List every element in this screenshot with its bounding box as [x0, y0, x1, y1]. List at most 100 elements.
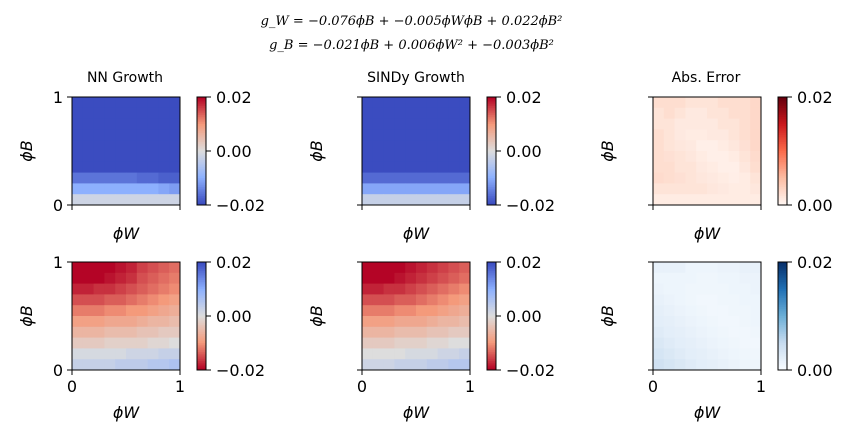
heatmap-cell: [93, 337, 105, 349]
heatmap-cell: [728, 348, 740, 360]
heatmap-cell: [104, 326, 116, 338]
heatmap-cell: [674, 283, 686, 295]
heatmap-cell: [685, 183, 697, 195]
heatmap-cell: [362, 118, 374, 130]
colorbar-tick-label: −0.02: [216, 196, 265, 215]
heatmap-cell: [136, 194, 148, 206]
colorbar-segment: [487, 188, 496, 192]
colorbar-segment: [778, 316, 787, 319]
colorbar-segment: [197, 357, 206, 360]
colorbar-segment: [197, 136, 206, 139]
heatmap-cell: [72, 129, 84, 141]
heatmap-cell: [115, 337, 127, 349]
colorbar-segment: [778, 197, 787, 201]
heatmap-cell: [426, 348, 438, 360]
heatmap-cell: [750, 161, 762, 173]
heatmap-cell: [126, 337, 138, 349]
heatmap-cell: [448, 294, 460, 306]
heatmap-cell: [405, 305, 417, 317]
heatmap-cell: [459, 172, 471, 184]
heatmap-cell: [93, 172, 105, 184]
heatmap-cell: [115, 118, 127, 130]
colorbar-segment: [487, 337, 496, 340]
heatmap-cell: [104, 305, 116, 317]
heatmap-cell: [459, 348, 471, 360]
colorbar-segment: [487, 203, 496, 206]
colorbar-segment: [487, 280, 496, 283]
colorbar-segment: [197, 287, 206, 290]
colorbar-segment: [487, 350, 496, 353]
heatmap-cell: [437, 118, 449, 130]
heatmap-cell: [169, 161, 181, 173]
heatmap-cell: [104, 283, 116, 295]
heatmap-cell: [147, 272, 159, 284]
colorbar-segment: [778, 136, 787, 139]
heatmap-cell: [147, 107, 159, 119]
colorbar-segment: [197, 156, 206, 159]
heatmap-cell: [674, 326, 686, 338]
heatmap-cell: [674, 359, 686, 371]
heatmap-cell: [362, 97, 374, 109]
heatmap-cell: [674, 129, 686, 141]
colorbar-segment: [197, 335, 206, 339]
colorbar-segment: [778, 301, 787, 304]
heatmap-cell: [416, 194, 428, 206]
colorbar-segment: [487, 199, 496, 202]
heatmap-cell: [696, 348, 708, 360]
heatmap-cell: [72, 283, 84, 295]
colorbar-segment: [778, 181, 787, 184]
colorbar-segment: [197, 305, 206, 308]
colorbar-segment: [487, 319, 496, 322]
colorbar-segment: [487, 359, 496, 362]
colorbar-segment: [197, 294, 206, 297]
heatmap-cell: [136, 359, 148, 371]
colorbar-segment: [197, 271, 206, 274]
colorbar-segment: [487, 122, 496, 125]
colorbar-segment: [487, 116, 496, 120]
colorbar-segment: [778, 368, 787, 371]
heatmap-cell: [93, 107, 105, 119]
heatmap-cell: [707, 283, 719, 295]
colorbar-segment: [197, 263, 206, 267]
colorbar-segment: [778, 280, 787, 283]
heatmap-cell: [169, 326, 181, 338]
heatmap-cell: [372, 183, 384, 195]
heatmap-cell: [362, 305, 374, 317]
heatmap-cell: [653, 183, 665, 195]
colorbar-segment: [778, 353, 787, 357]
colorbar-segment: [197, 140, 206, 143]
colorbar-segment: [197, 170, 206, 174]
heatmap-cell: [696, 161, 708, 173]
colorbar-segment: [487, 314, 496, 317]
heatmap-cell: [362, 107, 374, 119]
heatmap-cell: [136, 326, 148, 338]
colorbar-segment: [778, 131, 787, 134]
heatmap-cell: [115, 359, 127, 371]
y-axis-label: ϕB: [17, 305, 36, 327]
colorbar-segment: [487, 344, 496, 348]
heatmap-cell: [115, 161, 127, 173]
colorbar-segment: [487, 194, 496, 197]
colorbar-segment: [487, 109, 496, 112]
colorbar-segment: [197, 339, 206, 342]
heatmap-cell: [115, 140, 127, 152]
colorbar-segment: [197, 290, 206, 294]
heatmap-cell: [126, 272, 138, 284]
colorbar-segment: [197, 325, 206, 328]
heatmap-cell: [383, 326, 395, 338]
heatmap-cell: [372, 151, 384, 163]
colorbar-segment: [197, 174, 206, 177]
colorbar-segment: [778, 263, 787, 267]
colorbar-segment: [197, 149, 206, 152]
heatmap-cell: [707, 262, 719, 274]
heatmap-cell: [394, 129, 406, 141]
heatmap-cell: [104, 97, 116, 109]
colorbar-segment: [197, 181, 206, 184]
heatmap-cell: [750, 283, 762, 295]
colorbar-segment: [197, 265, 206, 268]
colorbar-tick-label: 0.02: [797, 88, 833, 107]
heatmap-cell: [653, 326, 665, 338]
colorbar-segment: [778, 172, 787, 175]
colorbar-segment: [487, 102, 496, 105]
